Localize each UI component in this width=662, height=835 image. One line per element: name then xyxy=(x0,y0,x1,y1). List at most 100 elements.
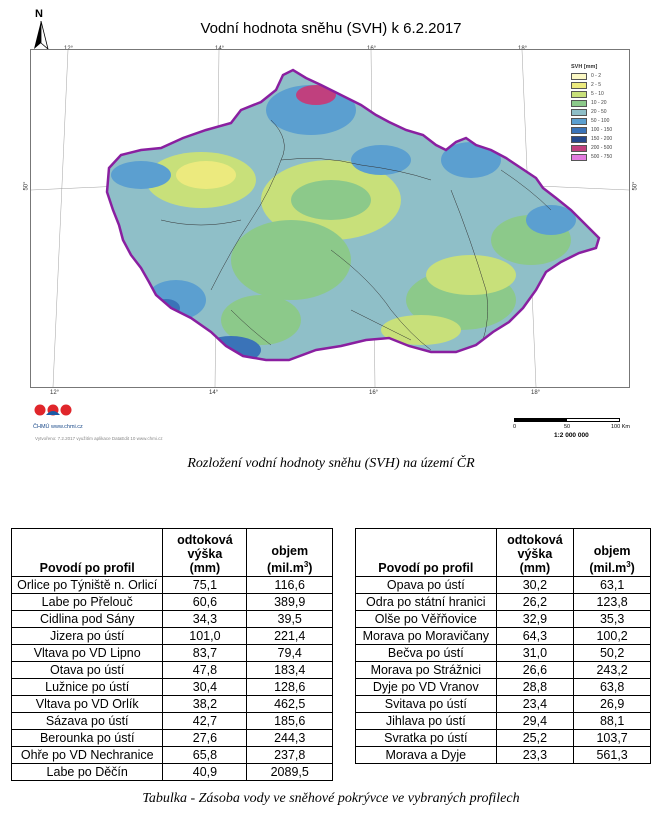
logo-text: ČHMÚ www.chmi.cz xyxy=(33,424,83,430)
profile-cell: Jizera po ústí xyxy=(10,627,164,645)
table-row: Dyje po VD Vranov 28,8 63,8 xyxy=(355,678,651,696)
legend-swatch xyxy=(571,100,587,107)
header-profile: Povodí po profil xyxy=(10,528,164,577)
legend-label: 100 - 150 xyxy=(591,127,613,133)
profile-cell: Orlice po Týniště n. Orlicí xyxy=(10,576,164,594)
profile-cell: Otava po ústí xyxy=(10,661,164,679)
north-arrow-icon xyxy=(34,21,49,51)
legend-swatch xyxy=(571,91,587,98)
header-volume: objem (mil.m3) xyxy=(573,528,651,577)
legend-item: 2 - 5 xyxy=(571,81,662,90)
profile-cell: Ohře po VD Nechranice xyxy=(10,746,164,764)
map-legend: SVH [mm] 0 - 2 2 - 5 5 - 10 10 - 20 20 - 50 5… xyxy=(571,64,627,174)
volume-cell: 183,4 xyxy=(246,661,333,679)
legend-label: 2 - 5 xyxy=(591,82,602,88)
chmi-logo-icon xyxy=(34,404,72,416)
profile-cell: Sázava po ústí xyxy=(10,712,164,730)
lon-label-bottom-12: 12° xyxy=(50,390,60,396)
runoff-cell: 23,3 xyxy=(495,746,575,764)
table-row: Orlice po Týniště n. Orlicí 75,1 116,6 xyxy=(10,576,333,594)
legend-item: 0 - 2 xyxy=(571,72,662,81)
north-arrow: N xyxy=(31,8,51,51)
legend-item: 100 - 150 xyxy=(571,126,662,135)
header-volume: objem (mil.m3) xyxy=(246,528,333,577)
profile-cell: Opava po ústí xyxy=(355,576,497,594)
legend-label: 10 - 20 xyxy=(591,100,607,106)
legend-label: 20 - 50 xyxy=(591,109,607,115)
profile-cell: Labe po Děčín xyxy=(10,763,164,781)
legend-label: 0 - 2 xyxy=(591,73,602,79)
runoff-cell: 30,2 xyxy=(495,576,575,594)
legend-label: 50 - 100 xyxy=(591,118,610,124)
table-row: Vltava po VD Orlík 38,2 462,5 xyxy=(10,695,333,713)
volume-cell: 26,9 xyxy=(573,695,651,713)
profile-cell: Svitava po ústí xyxy=(355,695,497,713)
legend-item: 20 - 50 xyxy=(571,108,662,117)
runoff-cell: 26,2 xyxy=(495,593,575,611)
scale-ratio: 1:2 000 000 xyxy=(554,432,589,439)
volume-cell: 116,6 xyxy=(246,576,333,594)
table-row: Labe po Přelouč 60,6 389,9 xyxy=(10,593,333,611)
volume-cell: 243,2 xyxy=(573,661,651,679)
table-row: Otava po ústí 47,8 183,4 xyxy=(10,661,333,679)
table-row: Cidlina pod Sány 34,3 39,5 xyxy=(10,610,333,628)
volume-cell: 79,4 xyxy=(246,644,333,662)
volume-cell: 50,2 xyxy=(573,644,651,662)
profile-cell: Morava po Strážnici xyxy=(355,661,497,679)
runoff-cell: 42,7 xyxy=(162,712,248,730)
legend-item: 500 - 750 xyxy=(571,153,662,162)
volume-cell: 389,9 xyxy=(246,593,333,611)
volume-cell: 88,1 xyxy=(573,712,651,730)
map-frame: SVH [mm] 0 - 2 2 - 5 5 - 10 10 - 20 20 - 50 5… xyxy=(30,49,630,388)
legend-swatch xyxy=(571,127,587,134)
volume-cell: 462,5 xyxy=(246,695,333,713)
header-profile: Povodí po profil xyxy=(355,528,497,577)
runoff-cell: 40,9 xyxy=(162,763,248,781)
table-row: Morava a Dyje 23,3 561,3 xyxy=(355,746,651,764)
runoff-cell: 23,4 xyxy=(495,695,575,713)
scale-tick-0: 0 xyxy=(513,424,517,430)
table-row: Olše po Věřňovice 32,9 35,3 xyxy=(355,610,651,628)
table-row: Lužnice po ústí 30,4 128,6 xyxy=(10,678,333,696)
legend-swatch xyxy=(571,136,587,143)
legend-item: 5 - 10 xyxy=(571,90,662,99)
volume-cell: 100,2 xyxy=(573,627,651,645)
volume-cell: 237,8 xyxy=(246,746,333,764)
profile-cell: Morava po Moravičany xyxy=(355,627,497,645)
volume-cell: 35,3 xyxy=(573,610,651,628)
volume-cell: 221,4 xyxy=(246,627,333,645)
volume-cell: 561,3 xyxy=(573,746,651,764)
runoff-cell: 47,8 xyxy=(162,661,248,679)
lon-label-bottom-18: 18° xyxy=(531,390,541,396)
volume-cell: 2089,5 xyxy=(246,763,333,781)
volume-cell: 244,3 xyxy=(246,729,333,747)
map-caption: Rozložení vodní hodnoty sněhu (SVH) na ú… xyxy=(187,456,475,471)
lat-label-right: 50° xyxy=(632,181,639,191)
table-row: Morava po Strážnici 26,6 243,2 xyxy=(355,661,651,679)
runoff-cell: 83,7 xyxy=(162,644,248,662)
profile-cell: Vltava po VD Lipno xyxy=(10,644,164,662)
legend-item: 150 - 200 xyxy=(571,135,662,144)
header-runoff: odtoková výška (mm) xyxy=(495,528,575,577)
table-row: Jizera po ústí 101,0 221,4 xyxy=(10,627,333,645)
profile-cell: Labe po Přelouč xyxy=(10,593,164,611)
profile-cell: Morava a Dyje xyxy=(355,746,497,764)
profile-cell: Vltava po VD Orlík xyxy=(10,695,164,713)
runoff-cell: 34,3 xyxy=(162,610,248,628)
table-row: Svitava po ústí 23,4 26,9 xyxy=(355,695,651,713)
scale-tick-50: 50 xyxy=(564,424,571,430)
table-row: Opava po ústí 30,2 63,1 xyxy=(355,576,651,594)
table-row: Berounka po ústí 27,6 244,3 xyxy=(10,729,333,747)
legend-label: 500 - 750 xyxy=(591,154,613,160)
table-caption: Tabulka - Zásoba vody ve sněhové pokrývc… xyxy=(142,791,520,806)
runoff-cell: 101,0 xyxy=(162,627,248,645)
table-row: Morava po Moravičany 64,3 100,2 xyxy=(355,627,651,645)
profile-cell: Odra po státní hranici xyxy=(355,593,497,611)
runoff-cell: 26,6 xyxy=(495,661,575,679)
lon-label-bottom-16: 16° xyxy=(369,390,379,396)
runoff-cell: 29,4 xyxy=(495,712,575,730)
profile-cell: Svratka po ústí xyxy=(355,729,497,747)
profile-cell: Dyje po VD Vranov xyxy=(355,678,497,696)
profile-cell: Bečva po ústí xyxy=(355,644,497,662)
lat-label-left: 50° xyxy=(23,181,30,191)
